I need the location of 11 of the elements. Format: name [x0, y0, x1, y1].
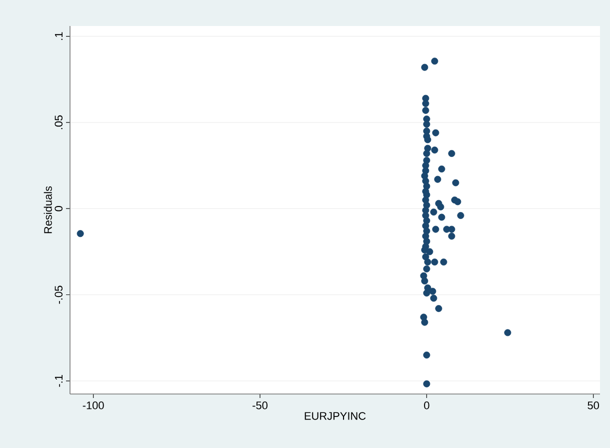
y-axis-title: Residuals: [44, 186, 52, 234]
x-tick-label: -50: [252, 402, 268, 410]
y-tick-label: .05: [54, 115, 63, 130]
x-tick-label: 0: [424, 402, 430, 410]
y-tick-label: -.05: [54, 286, 63, 304]
x-tick-label: -100: [82, 402, 104, 410]
y-tick-label: .1: [54, 32, 63, 40]
y-tick-label: -.1: [54, 375, 63, 387]
x-axis-title: EURJPYINC: [304, 412, 366, 420]
x-tick-label: 50: [588, 402, 599, 410]
y-tick-label: 0: [54, 206, 63, 212]
